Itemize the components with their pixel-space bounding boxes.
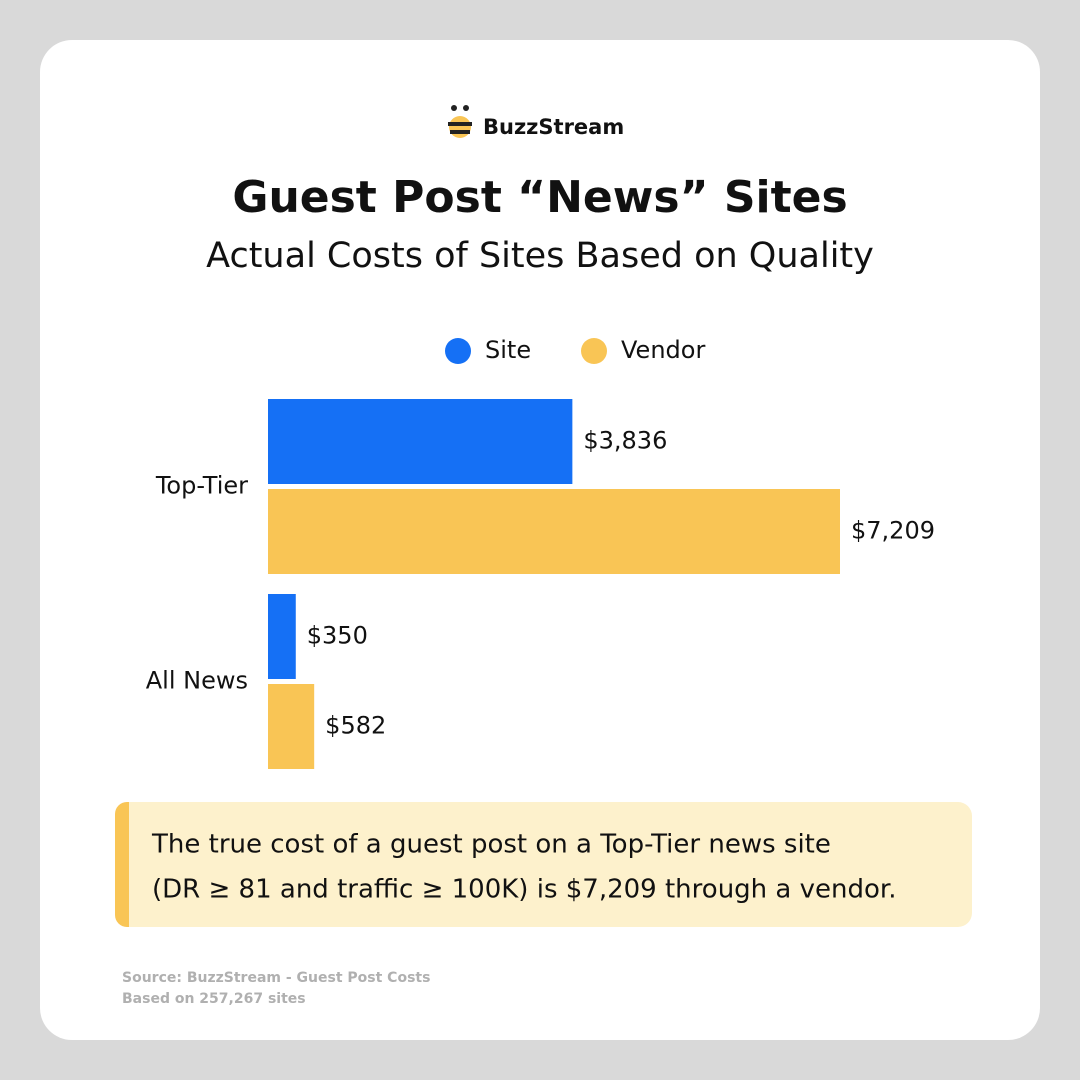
category-label: Top-Tier	[155, 472, 248, 500]
source: Source: BuzzStream - Guest Post Costs	[122, 970, 430, 986]
value-label: $350	[307, 622, 368, 650]
value-label: $582	[325, 712, 386, 740]
logo-icon	[448, 105, 472, 138]
category-label: All News	[146, 667, 248, 695]
source-note: Based on 257,267 sites	[122, 991, 306, 1007]
bar	[268, 489, 840, 574]
chart-subtitle: Actual Costs of Sites Based on Quality	[206, 236, 874, 276]
legend-swatch	[581, 338, 607, 364]
bar	[268, 594, 296, 679]
value-label: $7,209	[851, 517, 935, 545]
bar	[268, 399, 573, 484]
callout-accent	[115, 802, 129, 927]
bar	[268, 684, 315, 769]
brand: BuzzStream	[483, 115, 624, 139]
legend-label: Site	[485, 336, 531, 364]
legend-swatch	[445, 338, 471, 364]
callout-text: The true cost of a guest post on a Top-T…	[151, 830, 831, 860]
legend-label: Vendor	[621, 336, 705, 364]
value-label: $3,836	[583, 427, 667, 455]
callout-box	[115, 802, 972, 927]
callout-text: (DR ≥ 81 and traffic ≥ 100K) is $7,209 t…	[152, 875, 896, 905]
chart-title: Guest Post “News” Sites	[232, 172, 847, 223]
